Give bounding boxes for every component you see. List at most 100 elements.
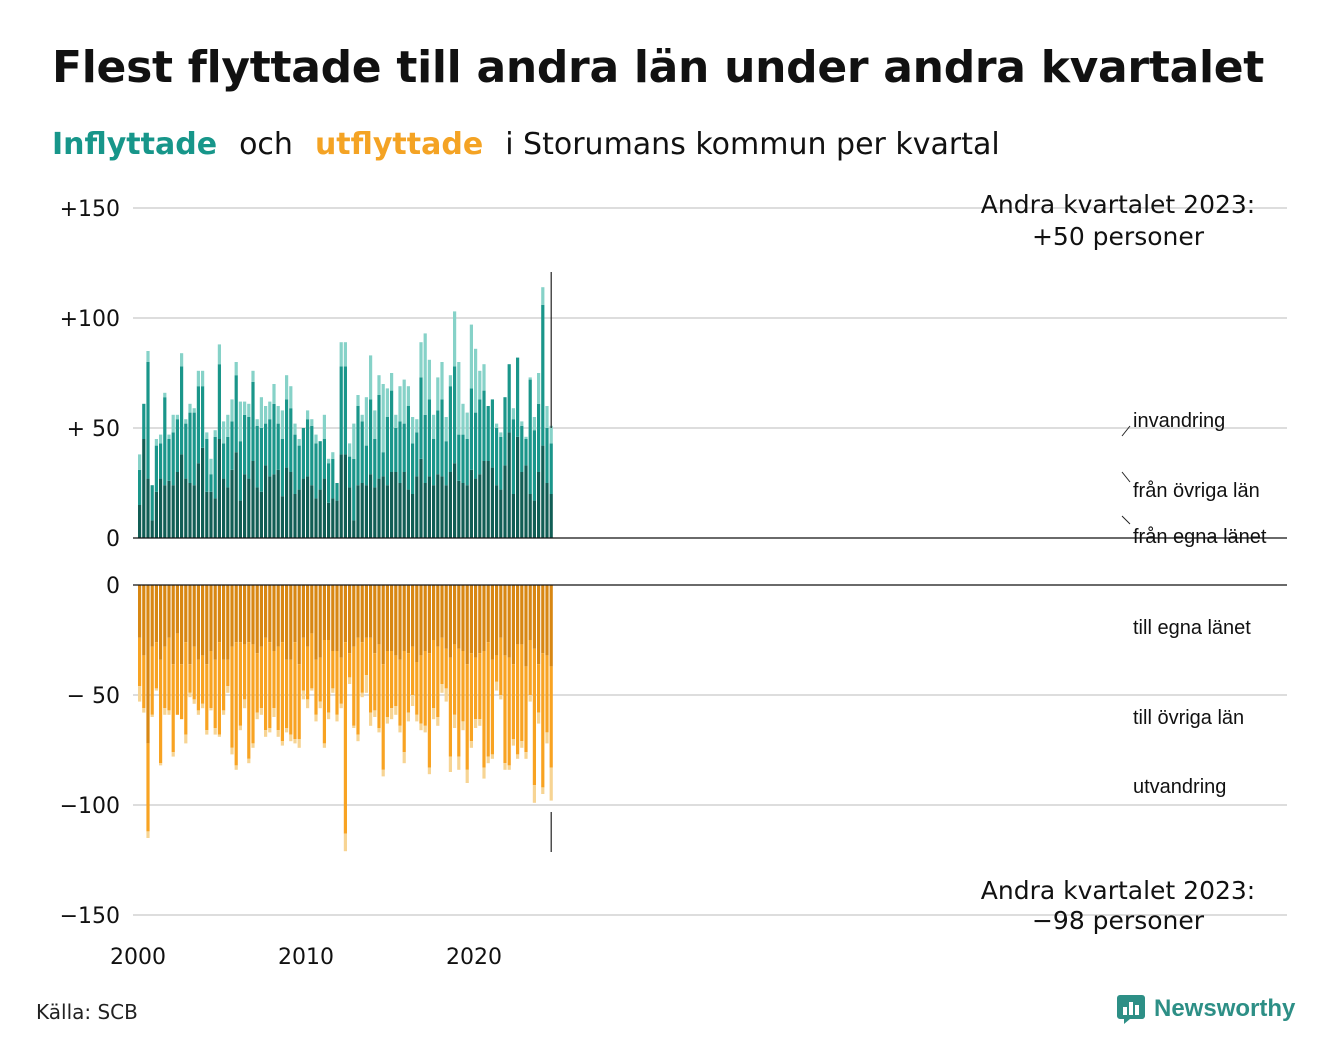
bar-segment-till-egna-lanet <box>427 585 431 654</box>
bar-segment-till-egna-lanet <box>461 585 465 651</box>
bar-segment-fran-egna-lanet <box>461 483 465 538</box>
bar-segment-fran-ovriga-lan <box>272 403 276 475</box>
series-label-bottom: till övriga län <box>1133 707 1244 729</box>
bar-segment-utvandring <box>537 712 541 724</box>
bar-segment-utvandring <box>423 725 427 733</box>
bar-segment-invandring <box>356 395 360 406</box>
bar-segment-till-ovriga-lan <box>226 659 230 687</box>
bar-segment-invandring <box>369 355 373 400</box>
bar-segment-till-egna-lanet <box>259 585 263 647</box>
bar-segment-utvandring <box>541 787 545 794</box>
bar-segment-fran-egna-lanet <box>285 467 289 538</box>
annotation-top-line1: Andra kvartalet 2023: <box>981 190 1255 219</box>
bar-segment-fran-egna-lanet <box>306 476 310 538</box>
leader-fran-ovriga-lan <box>1121 471 1131 483</box>
bar-segment-fran-egna-lanet <box>532 500 536 538</box>
bar-segment-invandring <box>327 458 331 464</box>
bar-segment-fran-ovriga-lan <box>150 485 154 521</box>
bar-segment-fran-egna-lanet <box>314 498 318 538</box>
bar-segment-invandring <box>511 408 515 420</box>
bar-segment-utvandring <box>516 754 520 759</box>
bar-segment-till-ovriga-lan <box>188 664 192 693</box>
bar-segment-utvandring <box>394 706 398 715</box>
bar-segment-till-ovriga-lan <box>465 664 469 770</box>
bar-segment-till-egna-lanet <box>188 585 192 665</box>
series-label-top: från övriga län <box>1133 480 1260 502</box>
bar-segment-invandring <box>419 342 423 378</box>
bar-segment-till-ovriga-lan <box>255 653 259 713</box>
annotation-top-line2: +50 personer <box>1032 222 1205 251</box>
bar-segment-till-egna-lanet <box>377 585 381 645</box>
bar-segment-fran-ovriga-lan <box>415 432 419 477</box>
bar-segment-till-ovriga-lan <box>507 657 511 766</box>
bar-segment-till-egna-lanet <box>255 585 259 654</box>
bar-segment-till-egna-lanet <box>243 585 247 645</box>
bar-segment-invandring <box>259 397 263 428</box>
bar-segment-invandring <box>440 362 444 400</box>
bar-segment-till-egna-lanet <box>369 585 373 638</box>
bar-segment-fran-egna-lanet <box>247 478 251 538</box>
subtitle-och: och <box>239 127 293 162</box>
bar-segment-till-ovriga-lan <box>427 653 431 768</box>
bar-segment-till-ovriga-lan <box>390 651 394 709</box>
bar-segment-fran-ovriga-lan <box>432 439 436 486</box>
newsworthy-logo[interactable]: Newsworthy <box>1116 994 1295 1024</box>
bar-segment-till-ovriga-lan <box>411 646 415 695</box>
bar-segment-fran-egna-lanet <box>427 476 431 538</box>
bar-segment-fran-ovriga-lan <box>461 434 465 483</box>
bar-segment-fran-egna-lanet <box>453 463 457 538</box>
bar-segment-invandring <box>469 324 473 389</box>
bar-segment-invandring <box>247 403 251 417</box>
bar-segment-fran-ovriga-lan <box>406 406 410 490</box>
bar-segment-fran-ovriga-lan <box>499 436 503 490</box>
bar-segment-fran-ovriga-lan <box>360 421 364 483</box>
bar-segment-till-ovriga-lan <box>251 644 255 744</box>
bar-segment-invandring <box>528 377 532 380</box>
bar-segment-till-egna-lanet <box>175 585 179 634</box>
bar-segment-till-ovriga-lan <box>356 637 360 735</box>
bar-segment-utvandring <box>532 785 536 803</box>
bar-segment-fran-egna-lanet <box>142 439 146 538</box>
bar-segment-utvandring <box>318 701 322 709</box>
bar-segment-till-ovriga-lan <box>180 664 184 720</box>
bar-segment-invandring <box>499 432 503 437</box>
bar-segment-fran-ovriga-lan <box>171 432 175 486</box>
bar-segment-till-egna-lanet <box>448 585 452 658</box>
bar-segment-utvandring <box>285 728 289 733</box>
bar-segment-fran-ovriga-lan <box>520 425 524 472</box>
bar-segment-fran-ovriga-lan <box>301 428 305 479</box>
bar-segment-fran-ovriga-lan <box>348 456 352 488</box>
bar-segment-till-egna-lanet <box>301 585 305 638</box>
bar-segment-till-egna-lanet <box>138 585 142 638</box>
bar-segment-till-ovriga-lan <box>150 646 154 715</box>
bar-segment-fran-egna-lanet <box>159 478 163 538</box>
bar-segment-fran-egna-lanet <box>364 485 368 538</box>
bar-segment-fran-egna-lanet <box>511 494 515 538</box>
bar-segment-utvandring <box>251 743 255 748</box>
bar-segment-invandring <box>238 401 242 442</box>
bar-segment-utvandring <box>360 692 364 698</box>
bar-segment-till-egna-lanet <box>474 585 478 658</box>
bar-segment-fran-ovriga-lan <box>490 399 494 468</box>
bar-segment-fran-ovriga-lan <box>318 441 322 490</box>
bar-segment-invandring <box>146 351 150 362</box>
bar-segment-fran-egna-lanet <box>415 476 419 538</box>
bar-segment-till-ovriga-lan <box>331 651 335 689</box>
bar-segment-till-egna-lanet <box>398 585 402 660</box>
bar-segment-till-ovriga-lan <box>499 637 503 695</box>
bar-segment-till-ovriga-lan <box>511 664 515 739</box>
bar-segment-till-egna-lanet <box>142 585 146 656</box>
bar-segment-utvandring <box>364 675 368 693</box>
bar-segment-till-ovriga-lan <box>339 657 343 704</box>
bar-segment-fran-ovriga-lan <box>381 452 385 477</box>
axis-layer: +150 +100 + 50 0 0 − 50 −100 −150 2000 2010 2020 <box>60 197 1287 970</box>
bar-segment-utvandring <box>205 730 209 735</box>
subtitle-utflyttade: utflyttade <box>314 127 484 162</box>
bar-segment-invandring <box>243 401 247 415</box>
bar-segment-till-egna-lanet <box>444 585 448 649</box>
bar-segment-fran-ovriga-lan <box>154 445 158 492</box>
bar-segment-fran-ovriga-lan <box>331 458 335 499</box>
bar-segment-utvandring <box>398 725 402 733</box>
bar-segment-fran-egna-lanet <box>175 472 179 538</box>
bar-segment-invandring <box>448 375 452 387</box>
